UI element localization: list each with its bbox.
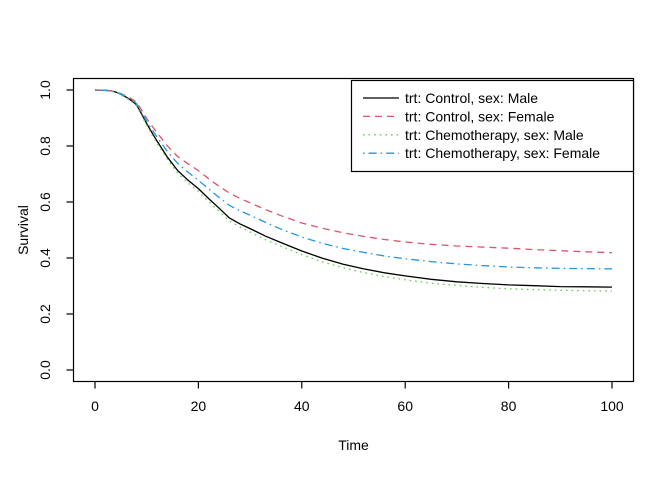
x-tick-label: 0 xyxy=(91,398,99,414)
y-tick-label: 0.8 xyxy=(37,136,53,156)
legend-item-label: trt: Chemotherapy, sex: Male xyxy=(405,127,584,143)
legend-box xyxy=(350,79,635,173)
legend: trt: Control, sex: Male trt: Control, sex… xyxy=(350,79,635,173)
y-tick-label: 0.6 xyxy=(37,192,53,212)
x-tick-label: 40 xyxy=(294,398,310,414)
x-tick-label: 60 xyxy=(397,398,413,414)
x-tick-label: 100 xyxy=(600,398,624,414)
legend-item-label: trt: Control, sex: Female xyxy=(405,108,555,124)
survival-curve xyxy=(94,89,613,254)
y-tick-label: 0.0 xyxy=(37,360,53,380)
x-tick-label: 20 xyxy=(191,398,207,414)
plot-box xyxy=(72,77,635,383)
y-tick-label: 1.0 xyxy=(37,80,53,100)
legend-item-label: trt: Control, sex: Male xyxy=(405,90,538,106)
y-tick-label: 0.4 xyxy=(37,248,53,268)
legend-items: trt: Control, sex: Male trt: Control, sex… xyxy=(363,90,600,161)
x-axis: 0 20 40 60 80 100 xyxy=(91,381,624,414)
y-tick-label: 0.2 xyxy=(37,304,53,324)
x-axis-title: Time xyxy=(338,437,369,453)
y-axis-title: Survival xyxy=(15,205,31,255)
legend-item-label: trt: Chemotherapy, sex: Female xyxy=(405,145,600,161)
survival-curve xyxy=(94,89,613,288)
survival-curve xyxy=(94,89,613,270)
x-tick-label: 80 xyxy=(501,398,517,414)
y-axis: 0.0 0.2 0.4 0.6 0.8 1.0 xyxy=(37,80,74,380)
survival-curves xyxy=(94,89,613,292)
